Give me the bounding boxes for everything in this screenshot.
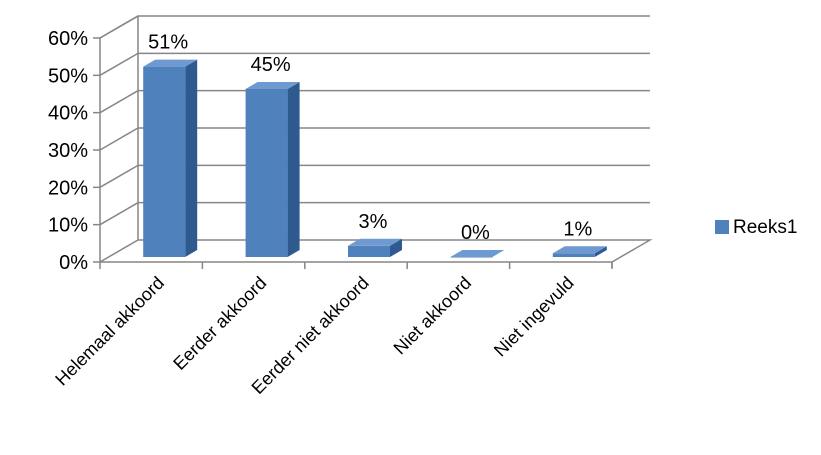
- y-tick-label: 40%: [48, 103, 88, 125]
- bar-front: [552, 253, 595, 257]
- x-tick-label: Helemaal akkoord: [51, 273, 168, 390]
- y-tick-label: 10%: [48, 215, 88, 237]
- x-tick-label: Niet ingevuld: [490, 273, 578, 361]
- bar-front: [245, 89, 288, 257]
- x-tick-label: Eerder niet akkoord: [248, 273, 373, 398]
- legend-label: Reeks1: [733, 217, 797, 238]
- y-tick-label: 0%: [59, 252, 88, 274]
- y-tick-label: 30%: [48, 140, 88, 162]
- data-label: 3%: [359, 211, 388, 233]
- data-label: 45%: [251, 54, 291, 76]
- data-label: 0%: [461, 222, 490, 244]
- gridline: [99, 127, 650, 151]
- bar-top: [552, 246, 607, 254]
- bar-top: [143, 59, 198, 67]
- bars: [143, 59, 607, 258]
- floor: [99, 239, 653, 263]
- gridline: [99, 201, 650, 226]
- y-tick-label: 20%: [48, 177, 88, 199]
- bar-side: [287, 82, 300, 257]
- bar: [245, 82, 300, 257]
- bar-top: [450, 250, 505, 257]
- bar-front: [348, 245, 390, 257]
- data-labels: 51% 45% 3% 0% 1%: [148, 32, 592, 244]
- bar-side: [185, 59, 198, 257]
- bar-side: [390, 238, 402, 257]
- bar-side: [594, 246, 607, 257]
- bar: [450, 250, 505, 258]
- gridline: [99, 89, 650, 114]
- bar-top: [245, 82, 300, 89]
- x-tick-label: Eerder akkoord: [169, 273, 270, 374]
- data-label: 51%: [148, 32, 188, 54]
- gridline: [99, 52, 650, 76]
- y-axis-ticks: 0% 10% 20% 30% 40% 50% 60%: [48, 28, 100, 274]
- bar: [348, 238, 402, 257]
- bar-top: [348, 238, 402, 246]
- gridline: [99, 164, 650, 188]
- gridline: [99, 15, 650, 39]
- bar: [552, 246, 607, 257]
- x-tick-label: Niet akkoord: [390, 273, 476, 359]
- bar: [143, 59, 198, 257]
- y-tick-label: 50%: [48, 65, 88, 87]
- bar-front: [143, 66, 186, 257]
- legend-swatch: [715, 220, 729, 234]
- y-tick-label: 60%: [48, 28, 88, 50]
- bar-front: [450, 257, 493, 258]
- gridlines: [99, 15, 650, 226]
- legend: Reeks1: [715, 217, 797, 238]
- data-label: 1%: [563, 218, 592, 240]
